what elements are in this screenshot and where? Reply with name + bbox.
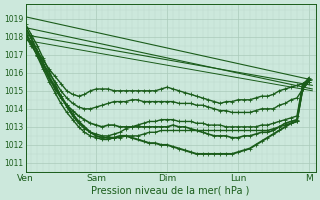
X-axis label: Pression niveau de la mer( hPa ): Pression niveau de la mer( hPa )	[92, 186, 250, 196]
